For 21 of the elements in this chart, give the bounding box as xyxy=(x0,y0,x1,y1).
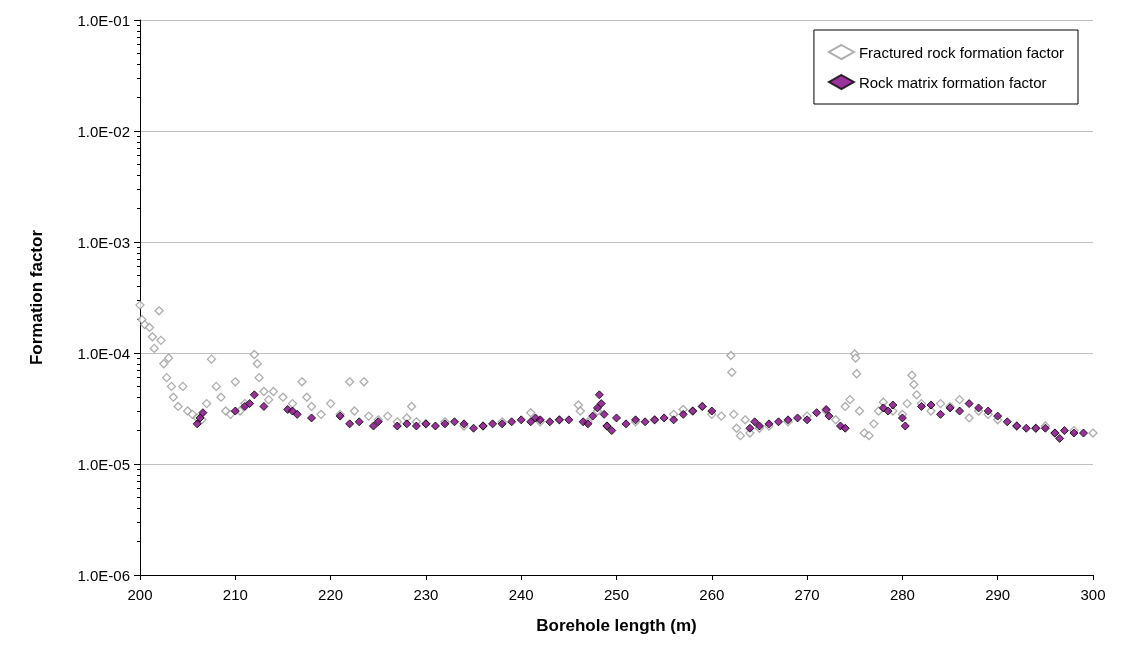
x-tick-label: 280 xyxy=(889,586,915,603)
y-tick-label: 1.0E-05 xyxy=(77,455,130,473)
x-tick-label: 290 xyxy=(985,586,1011,603)
y-axis-title: Formation factor xyxy=(27,229,46,366)
x-tick-label: 210 xyxy=(222,586,248,603)
x-tick-label: 270 xyxy=(794,586,820,603)
y-tick-label: 1.0E-01 xyxy=(77,11,130,29)
x-tick-label: 300 xyxy=(1080,586,1106,603)
x-tick-label: 250 xyxy=(603,586,630,603)
y-tick-label: 1.0E-06 xyxy=(77,566,130,584)
y-tick-label: 1.0E-03 xyxy=(77,233,130,251)
x-tick-label: 220 xyxy=(318,586,344,603)
legend-label: Rock matrix formation factor xyxy=(858,73,1047,91)
x-axis-title: Borehole length (m) xyxy=(536,616,697,635)
x-tick-label: 200 xyxy=(127,586,153,603)
x-tick-label: 240 xyxy=(508,586,534,603)
y-tick-label: 1.0E-02 xyxy=(77,122,130,140)
y-tick-label: 1.0E-04 xyxy=(77,344,130,362)
x-tick-label: 230 xyxy=(413,586,439,603)
legend-label: Fractured rock formation factor xyxy=(858,43,1065,61)
x-tick-label: 260 xyxy=(699,586,725,603)
